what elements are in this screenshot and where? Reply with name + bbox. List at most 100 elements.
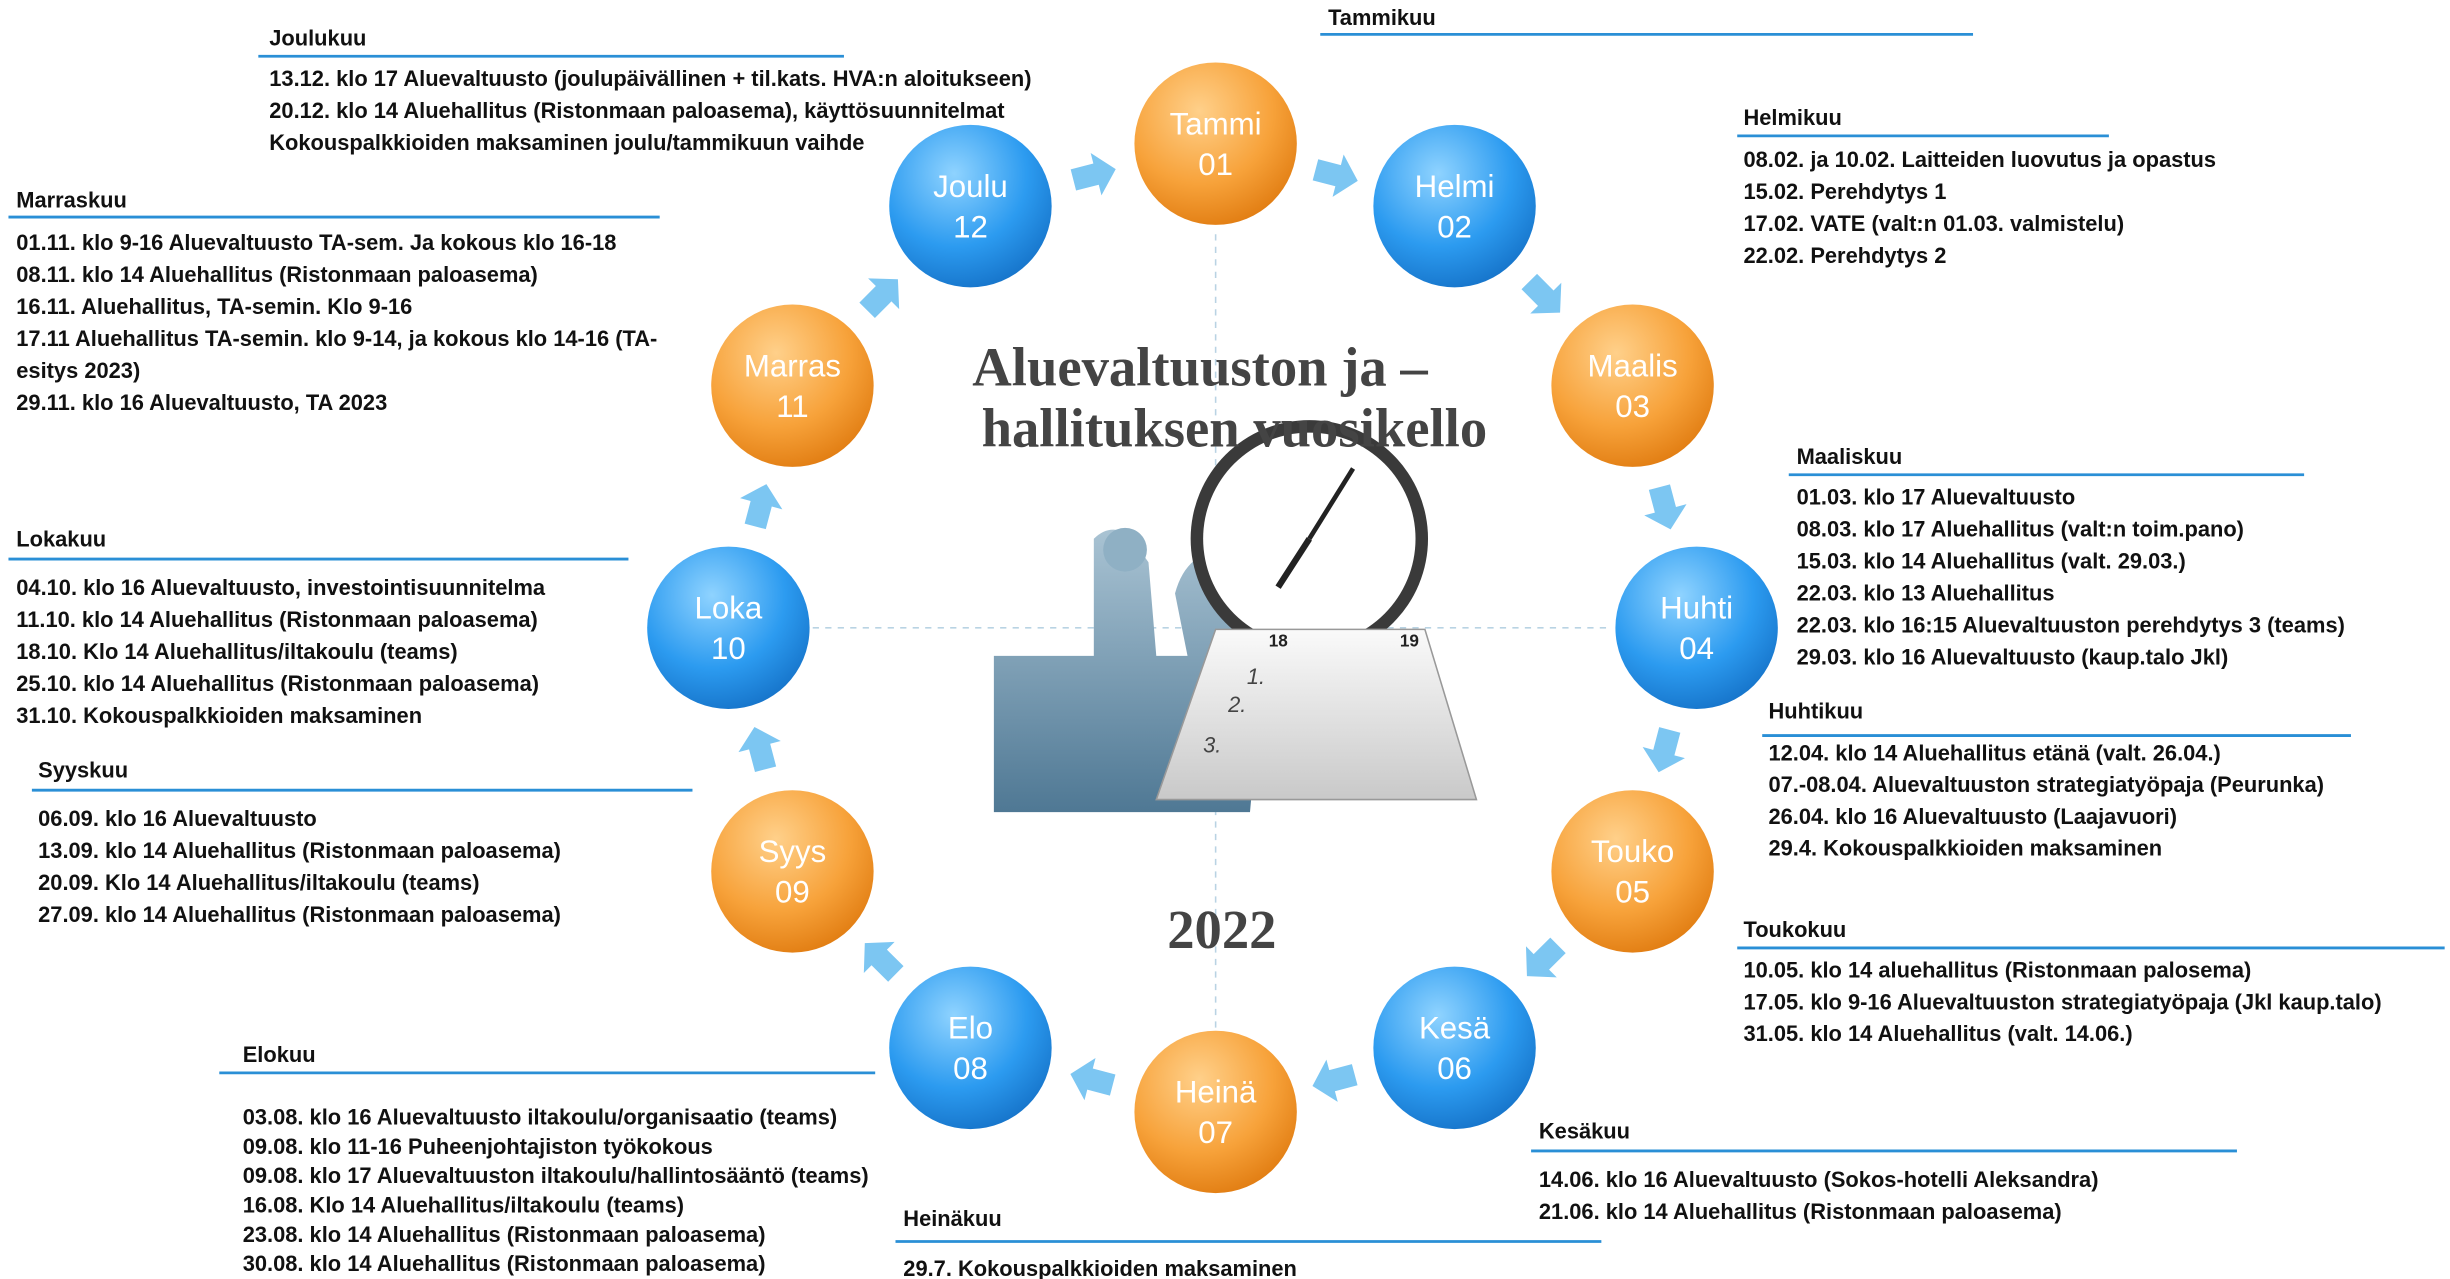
month-number: 10 bbox=[711, 631, 746, 666]
month-number: 04 bbox=[1679, 631, 1714, 666]
section-heading: Joulukuu bbox=[269, 25, 366, 50]
section-item: 07.-08.04. Aluevaltuuston strategiatyöpa… bbox=[1768, 772, 2324, 797]
month-number: 05 bbox=[1615, 875, 1650, 910]
month-number: 06 bbox=[1437, 1051, 1472, 1086]
month-circle bbox=[1134, 62, 1296, 224]
section-item: 12.04. klo 14 Aluehallitus etänä (valt. … bbox=[1768, 741, 2220, 766]
section-item: 22.03. klo 16:15 Aluevaltuuston perehdyt… bbox=[1797, 612, 2345, 637]
section-item: 29.03. klo 16 Aluevaltuusto (kaup.talo J… bbox=[1797, 644, 2229, 669]
svg-text:2.: 2. bbox=[1227, 692, 1246, 717]
arrow bbox=[849, 928, 911, 990]
month-circle bbox=[1551, 790, 1713, 952]
month-number: 02 bbox=[1437, 209, 1472, 244]
arrow bbox=[1310, 149, 1363, 202]
section-item: 11.10. klo 14 Aluehallitus (Ristonmaan p… bbox=[16, 607, 538, 632]
section-item: 13.09. klo 14 Aluehallitus (Ristonmaan p… bbox=[38, 838, 561, 863]
section-item: 09.08. klo 17 Aluevaltuuston iltakoulu/h… bbox=[243, 1163, 869, 1188]
month-circle bbox=[1615, 547, 1777, 709]
arrow bbox=[733, 721, 786, 774]
section-item: 01.11. klo 9-16 Aluevaltuusto TA-sem. Ja… bbox=[16, 230, 616, 255]
section-item: 09.08. klo 11-16 Puheenjohtajiston työko… bbox=[243, 1134, 713, 1159]
section-item: 31.10. Kokouspalkkioiden maksaminen bbox=[16, 703, 422, 728]
arrow bbox=[1638, 724, 1691, 777]
section-item: 03.08. klo 16 Aluevaltuusto iltakoulu/or… bbox=[243, 1104, 837, 1129]
section-item: 10.05. klo 14 aluehallitus (Ristonmaan p… bbox=[1743, 958, 2251, 983]
month-circle bbox=[711, 305, 873, 467]
section-item: 20.09. Klo 14 Aluehallitus/iltakoulu (te… bbox=[38, 870, 479, 895]
section-item: 14.06. klo 16 Aluevaltuusto (Sokos-hotel… bbox=[1539, 1167, 2099, 1192]
month-number: 07 bbox=[1198, 1115, 1233, 1150]
svg-text:1.: 1. bbox=[1247, 664, 1265, 689]
page: {"title":["Aluevaltuuston ja –","hallitu… bbox=[0, 0, 2450, 1279]
arrow bbox=[1307, 1054, 1361, 1108]
month-name: Tammi bbox=[1170, 106, 1262, 141]
section-item: 16.08. Klo 14 Aluehallitus/iltakoulu (te… bbox=[243, 1192, 684, 1217]
month-name: Helmi bbox=[1415, 169, 1495, 204]
section-item: 16.11. Aluehallitus, TA-semin. Klo 9-16 bbox=[16, 294, 412, 319]
month-circle bbox=[1551, 305, 1713, 467]
section-item: 29.11. klo 16 Aluevaltuusto, TA 2023 bbox=[16, 390, 387, 415]
section-heading: Syyskuu bbox=[38, 758, 128, 783]
month-circle bbox=[711, 790, 873, 952]
section-item: 20.12. klo 14 Aluehallitus (Ristonmaan p… bbox=[269, 98, 1005, 123]
section-heading: Huhtikuu bbox=[1768, 698, 1863, 723]
year-clock: 18 19 1. 2. 3. Aluevaltuuston ja – halli… bbox=[0, 0, 2450, 1279]
illustration: 18 19 1. 2. 3. bbox=[994, 420, 1477, 812]
section-item: 22.03. klo 13 Aluehallitus bbox=[1797, 580, 2055, 605]
month-name: Maalis bbox=[1587, 348, 1677, 383]
section-item: 18.10. Klo 14 Aluehallitus/iltakoulu (te… bbox=[16, 639, 457, 664]
svg-text:3.: 3. bbox=[1203, 733, 1221, 758]
month-number: 01 bbox=[1198, 147, 1233, 182]
year: 2022 bbox=[1167, 899, 1276, 960]
svg-text:19: 19 bbox=[1400, 631, 1419, 651]
month-number: 12 bbox=[953, 209, 988, 244]
month-circle bbox=[889, 125, 1051, 287]
section-heading: Tammikuu bbox=[1328, 5, 1436, 30]
section-item: 17.02. VATE (valt:n 01.03. valmistelu) bbox=[1743, 211, 2124, 236]
section-heading: Lokakuu bbox=[16, 527, 106, 552]
section-item: 17.11 Aluehallitus TA-semin. klo 9-14, j… bbox=[16, 326, 657, 351]
month-circle bbox=[889, 967, 1051, 1129]
svg-text:18: 18 bbox=[1269, 631, 1289, 651]
section-item: 22.02. Perehdytys 2 bbox=[1743, 243, 1946, 268]
month-name: Marras bbox=[744, 348, 841, 383]
title: Aluevaltuuston ja – bbox=[972, 337, 1428, 398]
month-name: Touko bbox=[1591, 834, 1674, 869]
month-circle bbox=[1373, 125, 1535, 287]
section-item: 08.11. klo 14 Aluehallitus (Ristonmaan p… bbox=[16, 262, 538, 287]
section-heading: Maaliskuu bbox=[1797, 444, 1903, 469]
arrow bbox=[1512, 930, 1574, 992]
month-name: Loka bbox=[695, 590, 763, 625]
month-name: Joulu bbox=[933, 169, 1008, 204]
section-heading: Toukokuu bbox=[1743, 917, 1846, 942]
section-item: 21.06. klo 14 Aluehallitus (Ristonmaan p… bbox=[1539, 1199, 2062, 1224]
section-item: 06.09. klo 16 Aluevaltuusto bbox=[38, 806, 317, 831]
section-item: 29.7. Kokouspalkkioiden maksaminen bbox=[903, 1256, 1297, 1279]
section-item: 01.03. klo 17 Aluevaltuusto bbox=[1797, 484, 2076, 509]
section-item: 25.10. klo 14 Aluehallitus (Ristonmaan p… bbox=[16, 671, 539, 696]
month-circle bbox=[647, 547, 809, 709]
month-name: Heinä bbox=[1175, 1075, 1257, 1110]
arrow bbox=[1638, 482, 1691, 535]
section-heading: Marraskuu bbox=[16, 188, 127, 213]
section-item: 17.05. klo 9-16 Aluevaltuuston strategia… bbox=[1743, 989, 2381, 1014]
month-number: 09 bbox=[775, 875, 810, 910]
section-item: esitys 2023) bbox=[16, 358, 140, 383]
month-number: 11 bbox=[776, 389, 808, 424]
section-item: 04.10. klo 16 Aluevaltuusto, investointi… bbox=[16, 575, 546, 600]
month-name: Huhti bbox=[1660, 590, 1733, 625]
section-item: 08.03. klo 17 Aluehallitus (valt:n toim.… bbox=[1797, 516, 2244, 541]
section-item: 08.02. ja 10.02. Laitteiden luovutus ja … bbox=[1743, 147, 2216, 172]
arrow bbox=[734, 479, 787, 532]
arrow bbox=[1514, 266, 1576, 328]
section-item: 15.02. Perehdytys 1 bbox=[1743, 179, 1946, 204]
section-heading: Heinäkuu bbox=[903, 1206, 1001, 1231]
section-item: 31.05. klo 14 Aluehallitus (valt. 14.06.… bbox=[1743, 1021, 2132, 1046]
section-item: 23.08. klo 14 Aluehallitus (Ristonmaan p… bbox=[243, 1222, 766, 1247]
month-name: Syys bbox=[759, 834, 827, 869]
section-heading: Helmikuu bbox=[1743, 105, 1841, 130]
section-item: 15.03. klo 14 Aluehallitus (valt. 29.03.… bbox=[1797, 548, 2186, 573]
section-heading: Kesäkuu bbox=[1539, 1118, 1630, 1143]
month-name: Elo bbox=[948, 1011, 993, 1046]
section-item: 27.09. klo 14 Aluehallitus (Ristonmaan p… bbox=[38, 902, 561, 927]
